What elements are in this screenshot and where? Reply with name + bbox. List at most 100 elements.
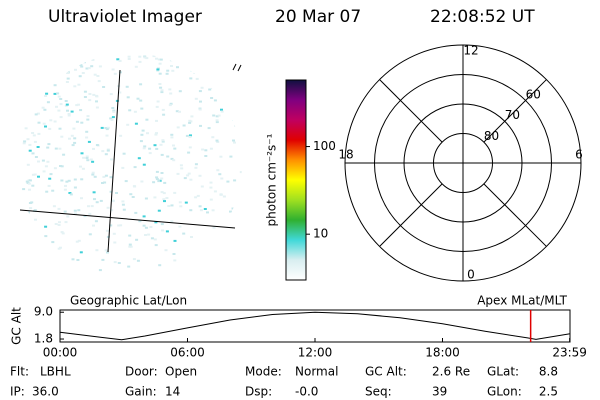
polar-spoke — [379, 183, 443, 247]
image-pixel — [171, 69, 175, 72]
image-pixel — [238, 59, 242, 62]
grid-parallel — [19, 209, 236, 229]
image-pixel — [50, 63, 54, 66]
image-pixel — [47, 62, 51, 65]
image-pixel — [183, 177, 187, 180]
image-pixel — [50, 247, 54, 250]
image-pixel — [147, 233, 151, 236]
image-pixel — [206, 211, 209, 214]
image-pixel — [63, 210, 67, 213]
image-pixel — [135, 238, 139, 241]
image-pixel — [160, 191, 164, 194]
image-pixel — [105, 134, 109, 137]
image-pixel — [204, 155, 208, 157]
image-pixel — [166, 69, 170, 72]
image-pixel — [109, 176, 113, 179]
image-pixel — [227, 269, 231, 272]
image-pixel — [88, 212, 92, 215]
image-pixel — [213, 99, 217, 102]
info-value: -0.0 — [295, 385, 318, 399]
image-pixel — [207, 261, 211, 263]
image-pixel — [155, 170, 159, 173]
image-pixel — [33, 140, 37, 143]
image-pixel — [95, 94, 98, 97]
image-pixel — [233, 141, 236, 144]
image-pixel — [46, 146, 50, 149]
image-pixel — [58, 127, 62, 130]
image-pixel — [188, 146, 192, 149]
image-pixel — [232, 118, 236, 121]
info-value: 2.6 Re — [432, 365, 470, 379]
image-pixel — [220, 177, 224, 180]
lat-label: 70 — [505, 108, 520, 122]
image-pixel — [153, 196, 157, 199]
image-pixel — [111, 200, 115, 203]
image-pixel — [112, 109, 116, 112]
image-pixel — [92, 93, 96, 96]
image-pixel — [178, 90, 182, 93]
image-pixel — [216, 71, 220, 74]
image-pixel — [116, 58, 120, 61]
image-pixel — [111, 116, 115, 119]
image-pixel — [200, 185, 204, 188]
image-pixel — [85, 136, 89, 139]
image-pixel — [101, 258, 105, 261]
image-pixel — [104, 249, 108, 252]
image-pixel — [109, 190, 113, 193]
image-pixel — [83, 90, 87, 93]
image-pixel — [126, 96, 130, 99]
image-pixel — [203, 59, 207, 62]
info-label: GC Alt: — [365, 365, 407, 379]
image-pixel — [198, 90, 202, 93]
image-pixel — [91, 160, 95, 163]
image-pixel — [95, 273, 99, 276]
image-pixel — [177, 270, 181, 273]
image-pixel — [85, 67, 89, 70]
image-pixel — [40, 88, 44, 91]
image-pixel — [173, 239, 177, 242]
image-pixel — [83, 96, 87, 98]
image-pixel — [106, 206, 110, 209]
image-pixel — [36, 146, 40, 148]
image-pixel — [190, 115, 194, 118]
image-pixel — [160, 153, 164, 156]
image-pixel — [238, 100, 242, 103]
image-pixel — [37, 160, 40, 163]
image-pixel — [34, 240, 38, 243]
image-pixel — [88, 99, 92, 102]
image-pixel — [125, 85, 129, 88]
image-pixel — [140, 107, 144, 110]
info-value: 2.5 — [539, 385, 558, 399]
image-pixel — [60, 231, 64, 234]
image-pixel — [76, 259, 80, 261]
image-pixel — [43, 108, 47, 111]
image-pixel — [42, 170, 46, 173]
info-value: 36.0 — [32, 385, 59, 399]
mlt-label: 6 — [575, 148, 583, 162]
image-pixel — [153, 238, 157, 241]
image-pixel — [139, 99, 143, 102]
image-pixel — [209, 181, 213, 184]
image-pixel — [161, 139, 165, 142]
image-pixel — [45, 92, 49, 95]
image-pixel — [95, 201, 99, 204]
image-pixel — [222, 249, 226, 252]
image-pixel — [94, 220, 98, 223]
image-pixel — [38, 84, 42, 87]
image-pixel — [213, 248, 217, 251]
image-pixel — [198, 55, 201, 58]
image-pixel — [30, 246, 34, 249]
image-pixel — [165, 72, 169, 75]
orbit-left-label: Geographic Lat/Lon — [70, 294, 187, 308]
image-pixel — [29, 207, 33, 210]
image-pixel — [231, 60, 234, 63]
lat-label: 60 — [526, 87, 541, 101]
image-pixel — [103, 181, 107, 184]
image-pixel — [193, 71, 197, 74]
image-pixel — [226, 180, 230, 183]
image-pixel — [46, 160, 50, 163]
image-pixel — [121, 203, 125, 206]
image-pixel — [97, 80, 101, 83]
image-pixel — [215, 119, 219, 122]
image-pixel — [66, 109, 69, 112]
